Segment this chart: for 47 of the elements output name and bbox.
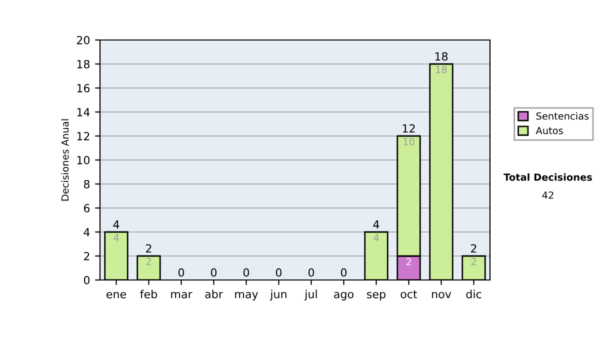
text: 42: [542, 191, 554, 199]
total-label: 0: [308, 268, 314, 277]
y-tick-label: 14: [77, 108, 90, 116]
data-label: 2: [146, 258, 151, 266]
total-label: 0: [276, 268, 282, 277]
x-tick-label: may: [235, 292, 258, 300]
x-tick-label: abr: [205, 290, 223, 298]
x-tick-label: jul: [304, 290, 317, 300]
data-label: 4: [374, 234, 379, 242]
y-tick-label: 12: [77, 132, 90, 140]
legend-label: Sentencias: [536, 112, 589, 120]
x-tick-label: feb: [140, 290, 158, 298]
y-tick-label: 8: [84, 180, 90, 188]
data-label: 2: [406, 258, 411, 266]
total-label: 18: [435, 52, 448, 61]
x-tick-label: dic: [466, 290, 482, 298]
y-tick-label: 20: [76, 36, 90, 44]
data-label: 4: [114, 234, 119, 242]
y-tick-label: 2: [84, 252, 90, 260]
y-axis-title: Decisiones Anual: [61, 119, 69, 201]
y-tick-label: 16: [77, 84, 90, 92]
x-tick-label: sep: [367, 292, 386, 300]
total-label: 4: [373, 220, 380, 228]
x-tick-label: mar: [171, 292, 192, 298]
total-label: 12: [402, 124, 415, 132]
x-tick-label: oct: [400, 290, 418, 298]
x-tick-label: nov: [432, 292, 452, 298]
y-tick-label: 10: [77, 156, 90, 164]
x-tick-label: ago: [334, 292, 354, 300]
x-tick-label: jun: [270, 290, 286, 300]
y-tick-label: 0: [84, 276, 90, 284]
x-tick-label: ene: [106, 292, 126, 298]
total-label: 0: [340, 268, 347, 277]
total-label: 4: [113, 220, 120, 228]
total-label: 0: [210, 268, 217, 277]
y-tick-label: 4: [84, 228, 90, 236]
total-label: 0: [178, 268, 184, 277]
total-label: 0: [243, 268, 250, 277]
y-tick-label: 18: [77, 60, 90, 68]
data-label: 18: [436, 66, 447, 74]
text: Total Decisiones: [504, 173, 592, 181]
total-label: 2: [471, 244, 476, 252]
data-label: 2: [471, 258, 476, 266]
total-label: 2: [146, 244, 152, 252]
data-label: 10: [404, 138, 414, 146]
legend-label: Autos: [536, 127, 563, 134]
y-tick-label: 6: [84, 204, 90, 212]
